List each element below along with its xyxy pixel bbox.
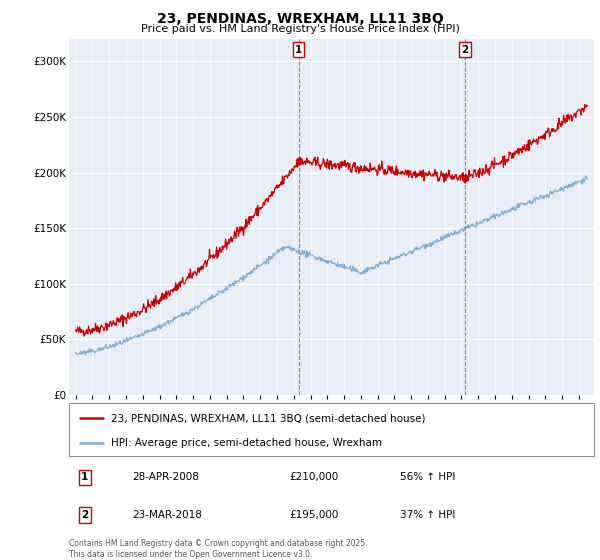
Text: 56% ↑ HPI: 56% ↑ HPI [400,473,455,482]
Text: £195,000: £195,000 [290,510,339,520]
Text: Price paid vs. HM Land Registry's House Price Index (HPI): Price paid vs. HM Land Registry's House … [140,24,460,34]
Text: 1: 1 [81,473,88,482]
Text: HPI: Average price, semi-detached house, Wrexham: HPI: Average price, semi-detached house,… [111,438,382,448]
Text: 23, PENDINAS, WREXHAM, LL11 3BQ (semi-detached house): 23, PENDINAS, WREXHAM, LL11 3BQ (semi-de… [111,413,425,423]
Text: 23-MAR-2018: 23-MAR-2018 [132,510,202,520]
Text: 2: 2 [461,45,469,54]
Text: Contains HM Land Registry data © Crown copyright and database right 2025.
This d: Contains HM Land Registry data © Crown c… [69,539,367,559]
Text: 37% ↑ HPI: 37% ↑ HPI [400,510,455,520]
Text: 28-APR-2008: 28-APR-2008 [132,473,199,482]
Text: £210,000: £210,000 [290,473,339,482]
Text: 23, PENDINAS, WREXHAM, LL11 3BQ: 23, PENDINAS, WREXHAM, LL11 3BQ [157,12,443,26]
Text: 1: 1 [295,45,302,54]
Text: 2: 2 [81,510,88,520]
